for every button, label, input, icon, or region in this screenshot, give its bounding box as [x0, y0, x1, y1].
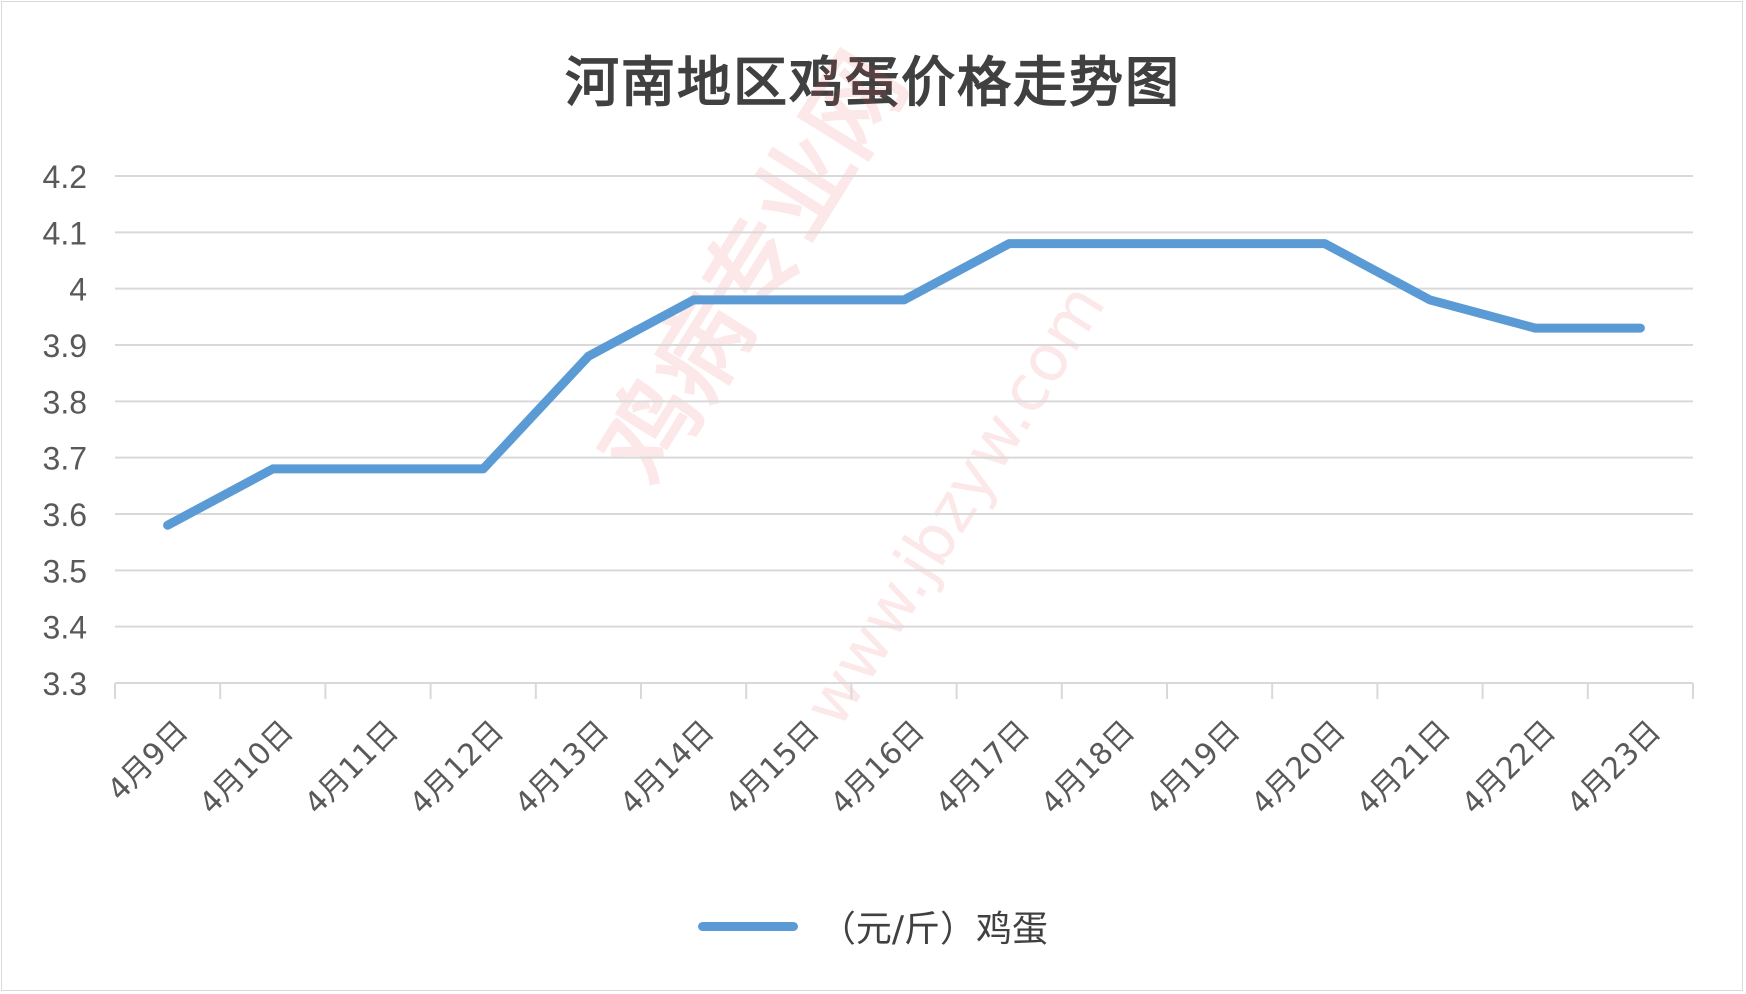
chart-title: 河南地区鸡蛋价格走势图: [565, 50, 1181, 114]
x-tick-label: 4月10日: [193, 714, 301, 822]
x-tick-label: 4月11日: [298, 714, 406, 822]
y-tick-label: 4.2: [43, 159, 87, 195]
y-tick-label: 3.7: [43, 441, 87, 477]
x-tick-label: 4月12日: [403, 714, 511, 822]
y-tick-label: 3.5: [43, 553, 87, 589]
legend-label: （元/斤）鸡蛋: [819, 909, 1049, 950]
y-tick-label: 3.9: [43, 328, 87, 364]
y-tick-label: 3.6: [43, 497, 87, 533]
y-tick-label: 3.3: [43, 666, 87, 702]
x-tick-label: 4月20日: [1245, 714, 1353, 822]
x-tick-label: 4月22日: [1455, 714, 1563, 822]
legend-swatch: [697, 921, 798, 931]
y-tick-label: 3.8: [43, 384, 87, 420]
x-tick-label: 4月17日: [929, 714, 1037, 822]
x-tick-label: 4月21日: [1350, 714, 1458, 822]
x-tick-label: 4月19日: [1140, 714, 1248, 822]
x-tick-label: 4月15日: [719, 714, 827, 822]
x-tick-label: 4月14日: [614, 714, 722, 822]
x-tick-label: 4月18日: [1034, 714, 1142, 822]
x-tick-label: 4月9日: [101, 714, 195, 808]
legend: （元/斤）鸡蛋: [0, 900, 1746, 952]
x-tick-label: 4月16日: [824, 714, 932, 822]
y-tick-label: 4: [69, 272, 87, 308]
x-tick-label: 4月23日: [1560, 714, 1668, 822]
series-line: [163, 239, 1645, 530]
y-tick-label: 4.1: [43, 215, 87, 251]
x-tick-label: 4月13日: [508, 714, 616, 822]
y-tick-label: 3.4: [43, 610, 87, 646]
